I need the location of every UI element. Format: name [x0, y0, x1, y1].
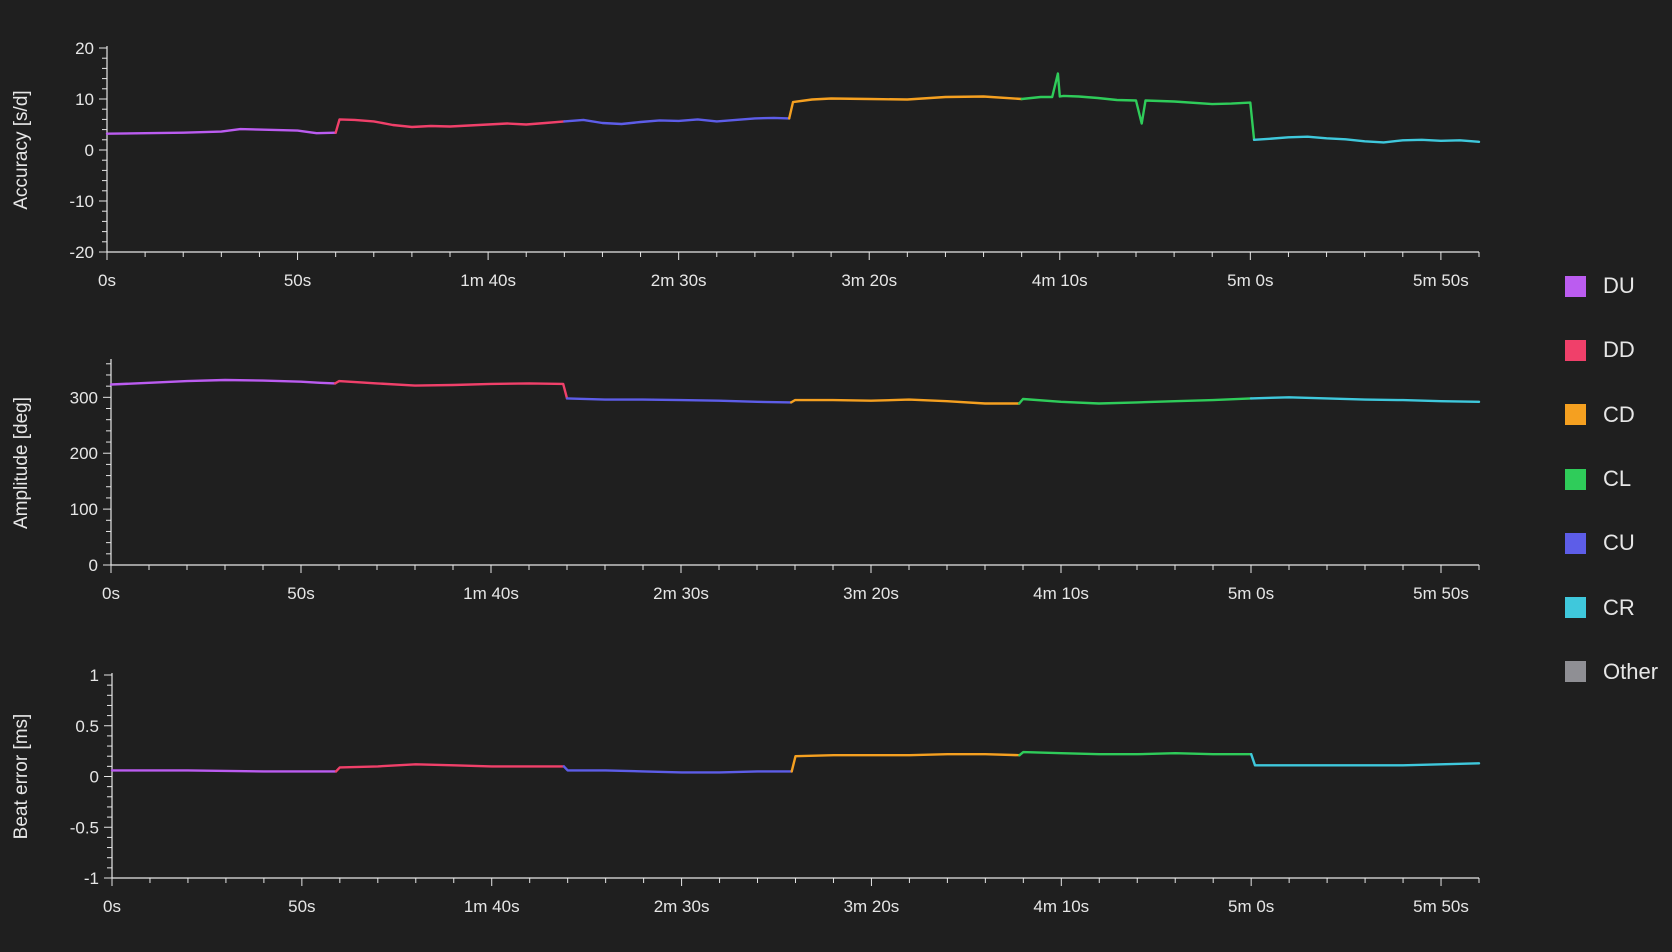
series-line-cl	[1018, 397, 1253, 405]
legend-swatch-cu	[1565, 532, 1586, 554]
legend-item-du[interactable]: DU	[1565, 254, 1658, 318]
x-tick-label: 2m 30s	[651, 271, 707, 290]
y-axis-title: Beat error [ms]	[11, 714, 32, 840]
legend-label-cl: CL	[1603, 466, 1632, 492]
legend-item-cd[interactable]: CD	[1565, 383, 1658, 447]
x-tick-label: 4m 10s	[1033, 584, 1089, 603]
legend-label-cd: CD	[1603, 401, 1635, 427]
legend-swatch-cl	[1565, 468, 1586, 490]
y-tick-label: -0.5	[70, 818, 99, 837]
x-tick-label: 5m 0s	[1228, 897, 1274, 916]
y-tick-label: 0	[85, 141, 94, 160]
series-line-cr	[1249, 753, 1481, 767]
chart-panel-0: -20 -10 0 10 20 0s 50s 1m 40s 2m 30s 3m 20s 4m 10s…	[11, 39, 1481, 290]
x-tick-label: 0s	[102, 584, 120, 603]
series-line-cu	[562, 765, 793, 774]
x-tick-label: 50s	[287, 584, 314, 603]
x-tick-label: 5m 50s	[1413, 271, 1469, 290]
x-tick-label: 2m 30s	[654, 897, 710, 916]
x-tick-label: 3m 20s	[843, 584, 899, 603]
x-tick-label: 2m 30s	[653, 584, 709, 603]
legend-item-cr[interactable]: CR	[1565, 575, 1658, 639]
legend-swatch-cr	[1565, 597, 1586, 619]
series-line-cr	[1252, 135, 1481, 144]
x-tick-label: 3m 20s	[841, 271, 897, 290]
series-line-dd	[334, 379, 569, 400]
legend-item-other[interactable]: Other	[1565, 640, 1658, 704]
series-line-cd	[788, 95, 1023, 120]
legend-swatch-cd	[1565, 404, 1586, 426]
y-tick-label: 1	[90, 666, 99, 685]
x-tick-label: 0s	[103, 897, 121, 916]
series-line-cr	[1249, 396, 1481, 403]
series-line-cu	[565, 397, 793, 404]
legend-label-du: DU	[1603, 273, 1635, 299]
series-line-cl	[1018, 750, 1253, 757]
y-tick-label: 0	[89, 556, 98, 575]
series-line-dd	[334, 118, 566, 134]
y-tick-label: 0	[90, 768, 99, 787]
legend-label-dd: DD	[1603, 337, 1635, 363]
x-tick-label: 50s	[284, 271, 311, 290]
chart-panel-2: -1 -0.5 0 0.5 1 0s 50s 1m 40s 2m 30s 3m 20s 4m 10s…	[11, 666, 1481, 916]
x-tick-label: 5m 0s	[1228, 584, 1274, 603]
legend-swatch-du	[1565, 275, 1586, 297]
series-line-cu	[563, 116, 791, 126]
series-line-du	[105, 127, 337, 135]
y-tick-label: 300	[70, 388, 98, 407]
legend-item-dd[interactable]: DD	[1565, 318, 1658, 382]
y-tick-label: 10	[75, 90, 94, 109]
y-tick-label: 20	[75, 39, 94, 58]
legend-item-cl[interactable]: CL	[1565, 447, 1658, 511]
y-tick-label: 0.5	[75, 717, 99, 736]
y-tick-label: -10	[69, 192, 94, 211]
series-line-du	[110, 769, 338, 773]
series-line-cl	[1020, 72, 1256, 142]
x-tick-label: 5m 50s	[1413, 584, 1469, 603]
legend-label-other: Other	[1603, 658, 1659, 684]
series-line-cd	[790, 753, 1021, 773]
x-tick-label: 1m 40s	[463, 584, 519, 603]
legend-swatch-dd	[1565, 339, 1586, 361]
x-tick-label: 0s	[98, 271, 116, 290]
legend-label-cu: CU	[1603, 530, 1635, 556]
x-tick-label: 4m 10s	[1033, 897, 1089, 916]
y-tick-label: 100	[70, 500, 98, 519]
x-tick-label: 3m 20s	[844, 897, 900, 916]
y-tick-label: -1	[84, 869, 99, 888]
legend: DU DD CD CL CU CR Other	[1565, 254, 1658, 704]
series-line-dd	[334, 763, 566, 773]
y-axis-title: Amplitude [deg]	[11, 397, 32, 529]
legend-item-cu[interactable]: CU	[1565, 511, 1658, 575]
x-tick-label: 5m 0s	[1227, 271, 1273, 290]
series-line-du	[109, 378, 337, 386]
series-line-cd	[790, 398, 1021, 405]
y-tick-label: 200	[70, 444, 98, 463]
x-tick-label: 5m 50s	[1413, 897, 1469, 916]
x-tick-label: 1m 40s	[460, 271, 516, 290]
y-axis-title: Accuracy [s/d]	[11, 90, 32, 209]
x-tick-label: 1m 40s	[464, 897, 520, 916]
y-tick-label: -20	[69, 243, 94, 262]
x-tick-label: 4m 10s	[1032, 271, 1088, 290]
legend-label-cr: CR	[1603, 594, 1635, 620]
legend-swatch-other	[1565, 661, 1586, 683]
x-tick-label: 50s	[288, 897, 315, 916]
chart-panel-1: 0 100 200 300 0s 50s 1m 40s 2m 30s 3m 20s 4m 10s 5…	[11, 359, 1481, 603]
